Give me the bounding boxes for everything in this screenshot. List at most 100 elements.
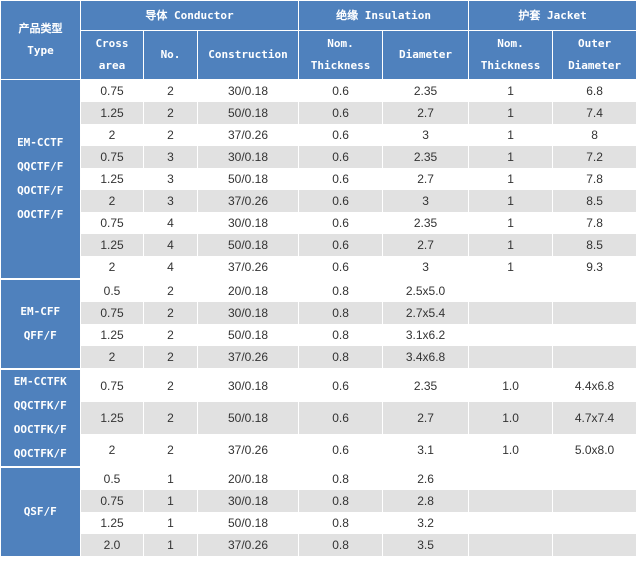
outer-diameter-cell (552, 302, 638, 324)
insulation-thickness-cell: 0.6 (298, 168, 384, 190)
insulation-diameter-cell: 2.35 (382, 79, 470, 102)
construction-cell: 37/0.26 (197, 346, 300, 370)
jacket-thickness-cell: 1 (468, 168, 554, 190)
product-type-label: QSF/F (23, 505, 57, 518)
no-cell: 4 (143, 234, 198, 256)
table-row: QSF/F 0.5 1 20/0.18 0.8 2.6 (0, 467, 638, 558)
cross-area-cell: 2 (80, 346, 144, 370)
jacket-thickness-cell: 1 (468, 124, 554, 146)
insulation-diameter-cell: 3 (382, 124, 470, 146)
construction-cell: 37/0.26 (197, 433, 300, 469)
product-type-label: QFF/F (23, 329, 57, 342)
construction-cell: 30/0.18 (197, 79, 300, 102)
insulation-thickness-cell: 0.6 (298, 369, 384, 403)
no-cell: 2 (143, 324, 198, 346)
product-type-label: OOCTF/F (17, 208, 64, 221)
insulation-diameter-cell: 3.4x6.8 (382, 346, 470, 370)
no-cell: 2 (143, 433, 198, 469)
product-type-label: EM-CFF (20, 305, 61, 318)
construction-cell: 20/0.18 (197, 279, 300, 302)
cross-area-cell: 1.25 (80, 512, 144, 534)
outer-diameter-cell: 7.4 (552, 102, 638, 124)
insulation-thickness-cell: 0.6 (298, 212, 384, 234)
insulation-thickness-header: Nom. Thickness (298, 30, 384, 80)
table-row: 2 2 37/0.26 0.6 3 1 8 (1, 124, 638, 146)
insulation-thickness-cell: 0.6 (298, 102, 384, 124)
jacket-thickness-cell (468, 346, 554, 370)
outer-diameter-cell: 4.7x7.4 (552, 402, 638, 434)
insulation-thickness-cell: 0.6 (298, 146, 384, 168)
table-row: EM-CCTFK QQCTFK/F OOCTFK/F QOCTFK/F 0.75 2 30/… (0, 369, 638, 468)
table-body: EM-CCTF QQCTF/F QOCTF/F OOCTF/F 0.75 2 30/0.18… (0, 79, 638, 558)
insulation-thickness-cell: 0.8 (298, 346, 384, 370)
insulation-diameter-header: Diameter (382, 30, 470, 80)
insulation-thickness-cell: 0.6 (298, 256, 384, 280)
insulation-diameter-cell: 2.7 (382, 168, 470, 190)
construction-cell: 50/0.18 (197, 512, 300, 534)
insulation-diameter-cell: 3 (382, 256, 470, 280)
cross-area-cell: 0.75 (80, 146, 144, 168)
insulation-thickness-cell: 0.6 (298, 124, 384, 146)
construction-cell: 37/0.26 (197, 534, 300, 558)
conductor-header: 导体 Conductor (79, 0, 300, 31)
jacket-thickness-cell: 1.0 (468, 369, 554, 403)
jacket-thickness-cell: 1 (468, 212, 554, 234)
jacket-thickness-cell: 1.0 (468, 433, 554, 469)
no-cell: 2 (143, 279, 198, 302)
construction-cell: 37/0.26 (197, 256, 300, 280)
cable-spec-table: 产品类型 Type 导体 Conductor 绝缘 Insulation 护套 … (0, 0, 638, 558)
no-cell: 2 (143, 79, 198, 102)
insulation-diameter-cell: 2.35 (382, 369, 470, 403)
table-row: 2 2 37/0.26 0.8 3.4x6.8 (1, 346, 638, 370)
no-cell: 1 (143, 467, 198, 490)
outer-diameter-cell (552, 490, 638, 512)
insulation-thickness-cell: 0.8 (298, 467, 384, 490)
no-cell: 2 (143, 124, 198, 146)
cross-area-cell: 0.5 (80, 279, 144, 302)
no-cell: 1 (143, 512, 198, 534)
construction-cell: 37/0.26 (197, 190, 300, 212)
insulation-thickness-cell: 0.8 (298, 324, 384, 346)
construction-cell: 50/0.18 (197, 234, 300, 256)
product-type-label: OOCTFK/F (13, 423, 67, 436)
outer-diameter-cell: 7.2 (552, 146, 638, 168)
table-row: 0.75 1 30/0.18 0.8 2.8 (1, 490, 638, 512)
outer-diameter-cell (552, 279, 638, 302)
cross-area-cell: 0.75 (80, 79, 144, 102)
cross-area-cell: 0.5 (80, 467, 144, 490)
insulation-diameter-cell: 2.7 (382, 234, 470, 256)
outer-diameter-cell (552, 534, 638, 558)
construction-cell: 50/0.18 (197, 102, 300, 124)
jacket-thickness-cell: 1 (468, 190, 554, 212)
jacket-thickness-cell (468, 512, 554, 534)
cross-area-cell: 2 (80, 433, 144, 469)
type-header: 产品类型 Type (0, 0, 81, 80)
outer-diameter-cell: 4.4x6.8 (552, 369, 638, 403)
insulation-thickness-cell: 0.8 (298, 512, 384, 534)
product-type-label: EM-CCTF (17, 136, 64, 149)
no-cell: 3 (143, 168, 198, 190)
insulation-header: 绝缘 Insulation (298, 0, 470, 31)
product-type-label: QQCTFK/F (13, 399, 67, 412)
jacket-thickness-cell (468, 534, 554, 558)
no-cell: 4 (143, 212, 198, 234)
outer-diameter-header: Outer Diameter (552, 30, 638, 80)
insulation-diameter-cell: 2.5x5.0 (382, 279, 470, 302)
construction-cell: 50/0.18 (197, 324, 300, 346)
no-cell: 1 (143, 490, 198, 512)
construction-cell: 30/0.18 (197, 490, 300, 512)
cross-area-cell: 1.25 (80, 402, 144, 434)
jacket-thickness-cell: 1 (468, 79, 554, 102)
cross-area-cell: 2 (80, 190, 144, 212)
cross-area-cell: 1.25 (80, 324, 144, 346)
insulation-thickness-cell: 0.8 (298, 534, 384, 558)
cross-area-cell: 2.0 (80, 534, 144, 558)
cross-area-cell: 1.25 (80, 102, 144, 124)
jacket-thickness-cell (468, 279, 554, 302)
cross-area-header: Cross area (80, 30, 144, 80)
no-cell: 4 (143, 256, 198, 280)
jacket-thickness-cell: 1 (468, 234, 554, 256)
jacket-header: 护套 Jacket (468, 0, 638, 31)
no-header: No. (143, 30, 198, 80)
no-cell: 3 (143, 146, 198, 168)
